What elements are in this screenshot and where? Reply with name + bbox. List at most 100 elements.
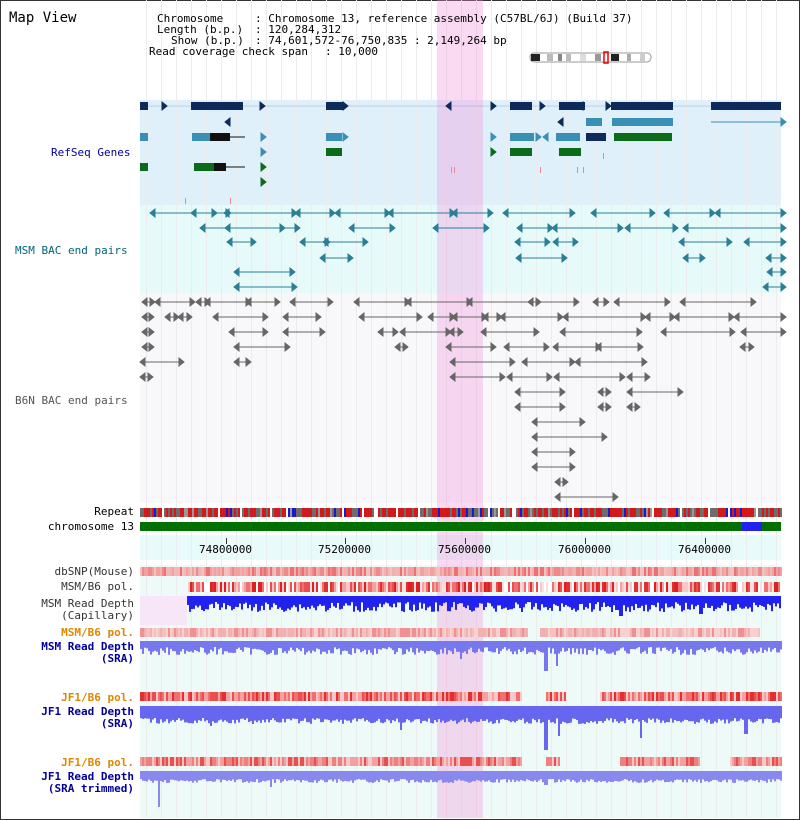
read-depth-bar [740,706,742,719]
read-depth-bar [774,706,776,723]
repeat-segment [514,508,516,517]
bac-end-marker [729,326,736,338]
polymorphism-cell [734,567,736,576]
repeat-segment [626,508,628,517]
read-depth-bar [636,641,638,649]
track-label-b6n-bac[interactable]: B6N BAC end pairs [15,394,128,407]
read-depth-bar [485,596,487,608]
bac-end-marker [204,296,211,308]
polymorphism-cell [592,567,594,576]
read-depth-bar [320,706,322,723]
polymorphism-cell [744,582,746,592]
repeat-segment [346,508,348,517]
polymorphism-cell [542,582,544,592]
read-depth-bar [186,641,188,651]
read-depth-bar [384,771,386,781]
polymorphism-cell [712,692,714,701]
polymorphism-cell [480,692,482,701]
polymorphism-cell [706,582,708,592]
grid-line [311,0,312,818]
polymorphism-cell [236,757,238,766]
polymorphism-cell [444,567,446,576]
read-depth-bar [218,706,220,721]
polymorphism-cell [306,692,308,701]
polymorphism-cell [410,692,412,701]
repeat-segment [760,508,762,517]
polymorphism-cell [146,628,148,637]
polymorphism-cell [400,692,402,701]
bac-end-marker [245,296,252,308]
read-depth-bar [412,641,414,653]
read-depth-bar [260,771,262,783]
polymorphism-cell [494,757,496,766]
polymorphism-cell [470,567,472,576]
track-label-msm-bac[interactable]: MSM BAC end pairs [15,244,128,257]
read-depth-bar [678,641,680,650]
read-depth-bar [518,706,520,720]
read-depth-bar [208,706,210,724]
bac-end-marker [149,207,156,219]
polymorphism-cell [564,692,566,701]
bac-end-marker [377,326,384,338]
read-depth-bar [230,771,232,781]
polymorphism-cell [282,582,284,592]
read-depth-bar [238,706,240,723]
read-depth-bar [412,771,414,780]
read-depth-bar [736,641,738,650]
read-depth-bar [770,641,772,652]
polymorphism-cell [188,582,190,592]
polymorphism-cell [294,567,296,576]
read-depth-bar [370,771,372,783]
polymorphism-cell [386,582,388,592]
read-depth-bar [300,771,302,783]
polymorphism-cell [280,567,282,576]
read-depth-bar [329,596,331,609]
read-depth-bar [597,596,599,603]
read-depth-bar [396,706,398,719]
polymorphism-cell [152,567,154,576]
snp-tick [451,167,452,173]
polymorphism-cell [284,567,286,576]
read-depth-bar [690,771,692,780]
read-depth-bar [251,596,253,611]
read-depth-bar [585,596,587,608]
polymorphism-cell [654,567,656,576]
read-depth-bar [311,596,313,606]
read-depth-bar [490,641,492,652]
polymorphism-cell [376,567,378,576]
polymorphism-cell [756,628,758,637]
read-depth-bar [655,596,657,608]
read-depth-bar [362,641,364,652]
track-label-refseq[interactable]: RefSeq Genes [51,146,131,159]
polymorphism-cell [524,567,526,576]
polymorphism-cell [706,692,708,701]
read-depth-bar [312,771,314,783]
polymorphism-cell [254,582,256,592]
repeat-segment [764,508,766,517]
polymorphism-cell [266,582,268,592]
read-depth-bar [504,706,506,720]
polymorphism-cell [528,582,530,592]
repeat-segment [544,508,546,517]
repeat-segment [376,508,378,517]
region-highlight[interactable] [437,0,483,818]
polymorphism-cell [676,567,678,576]
polymorphism-cell [558,567,560,576]
polymorphism-cell [468,757,470,766]
repeat-segment [630,508,632,517]
repeat-segment [300,508,302,517]
read-depth-bar [397,596,399,603]
polymorphism-cell [190,692,192,701]
repeat-segment [500,508,502,517]
read-depth-bar [285,596,287,611]
polymorphism-cell [348,567,350,576]
polymorphism-cell [662,692,664,701]
polymorphism-cell [588,582,590,592]
polymorphism-cell [426,628,428,637]
polymorphism-cell [140,567,142,576]
bac-end-marker [562,311,569,323]
polymorphism-cell [416,757,418,766]
track-label-dbsnp: dbSNP(Mouse) [54,565,134,578]
grid-line [296,0,297,818]
